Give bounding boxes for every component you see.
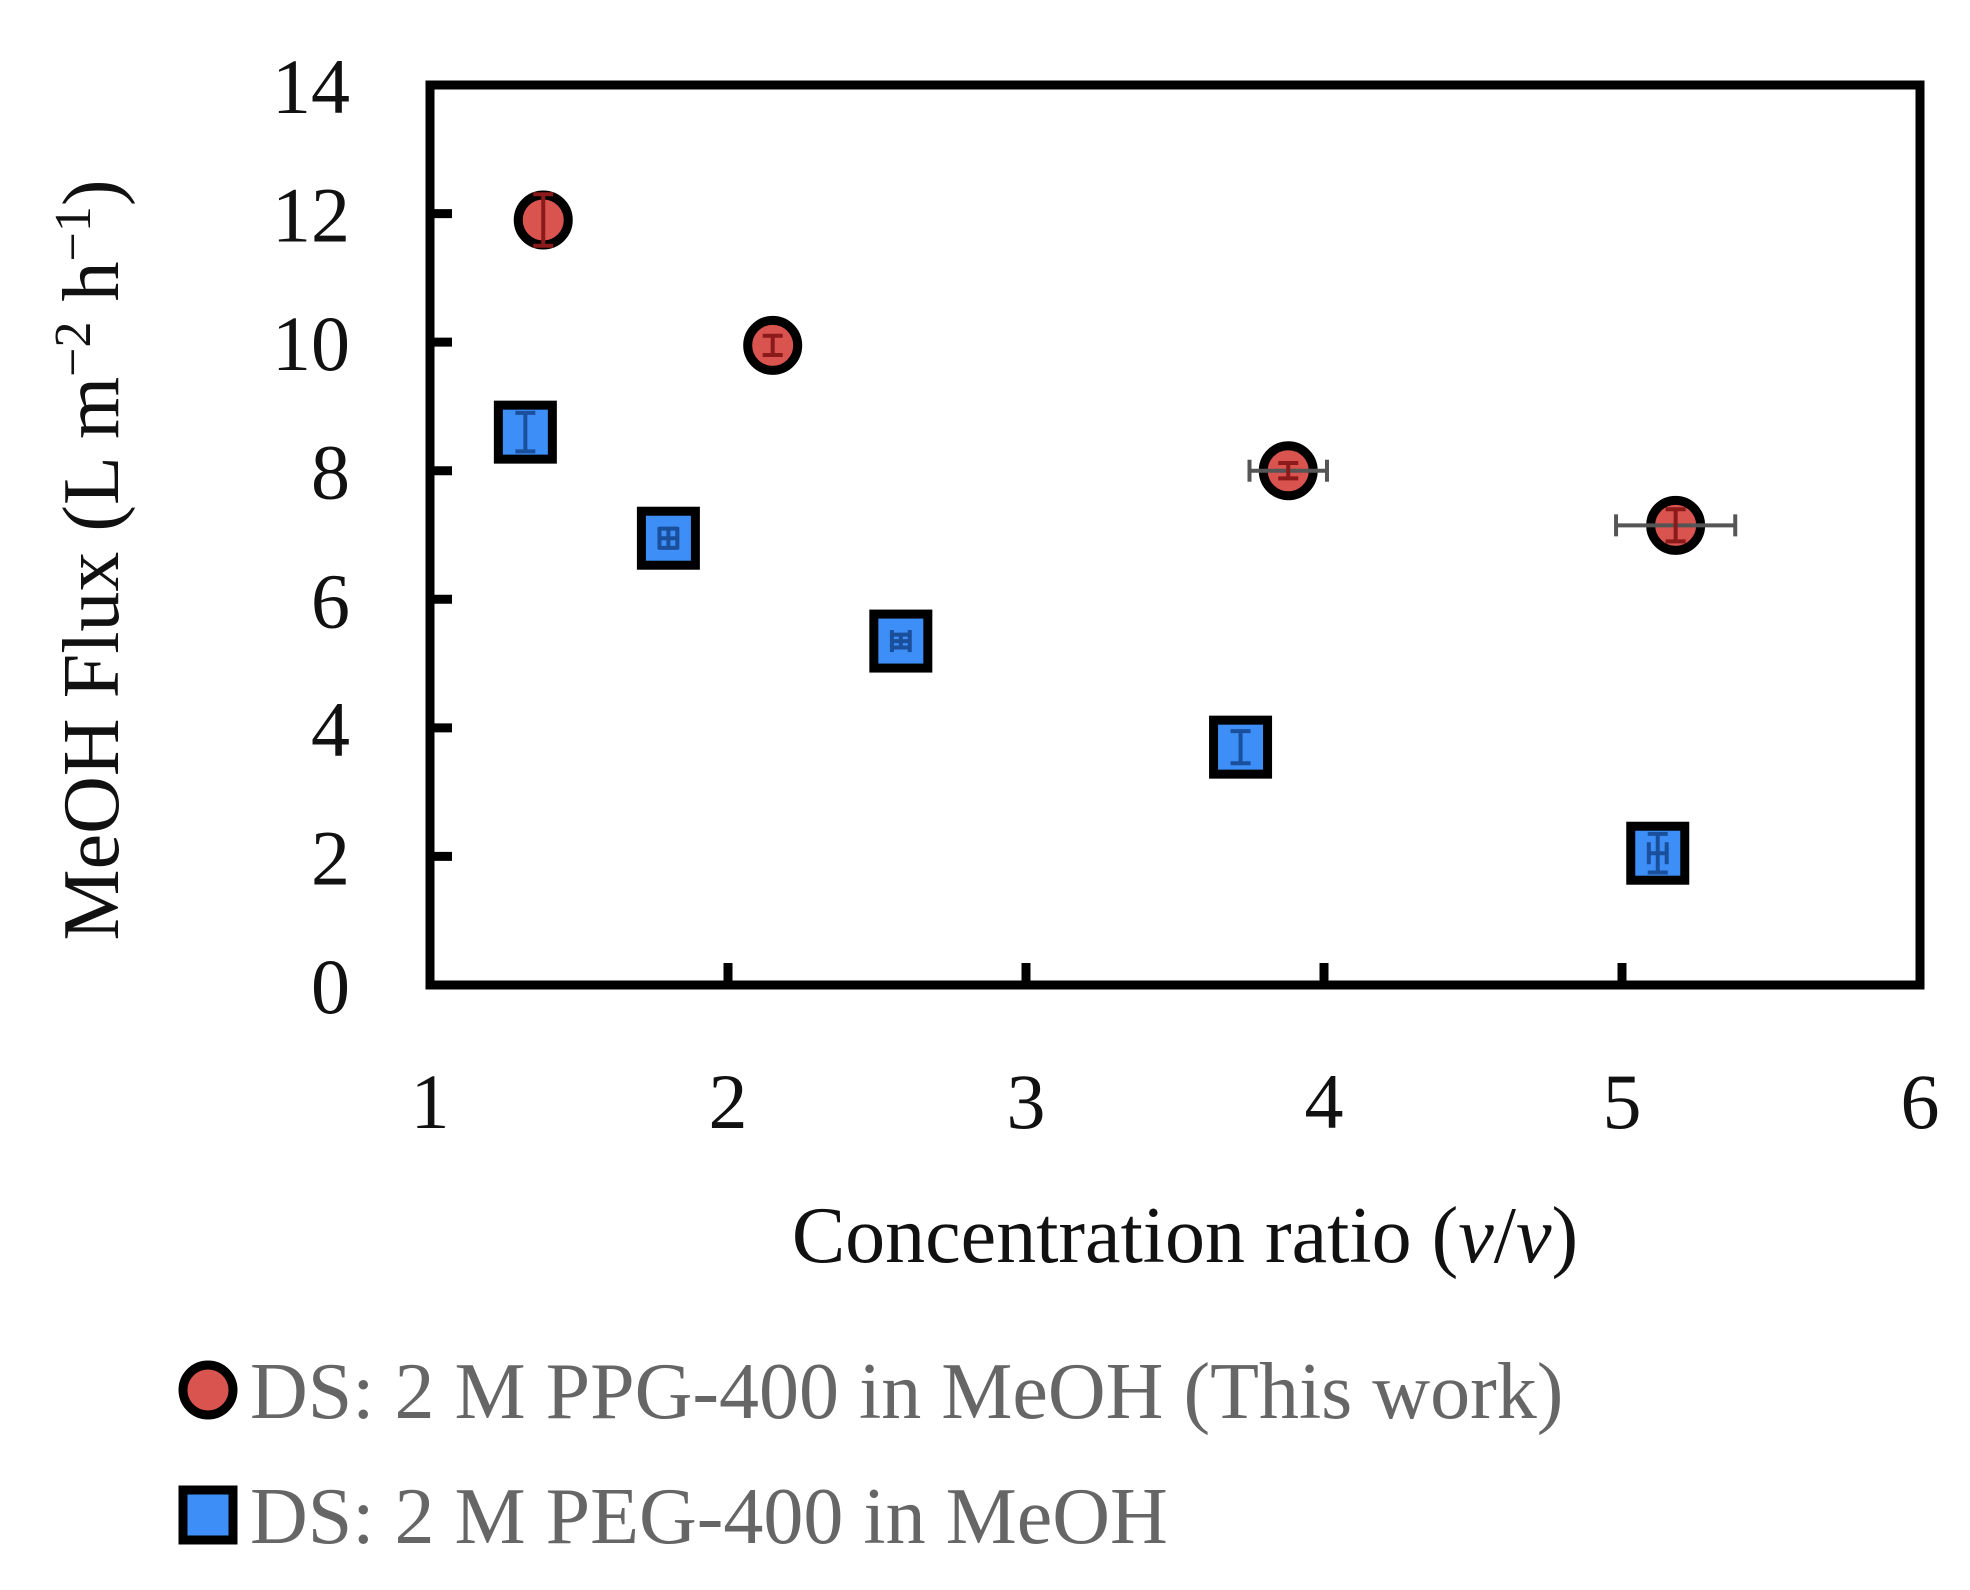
data-point bbox=[493, 400, 557, 464]
series-ppg-400 bbox=[513, 190, 1738, 555]
y-tick-label: 14 bbox=[272, 43, 350, 130]
x-tick-label: 2 bbox=[709, 1058, 748, 1145]
data-point bbox=[1626, 821, 1690, 885]
series-peg-400 bbox=[493, 400, 1690, 885]
y-tick-label: 4 bbox=[311, 686, 350, 773]
x-tick-label: 5 bbox=[1603, 1058, 1642, 1145]
legend-item: DS: 2 M PPG-400 in MeOH (This work) bbox=[178, 1348, 1563, 1436]
data-point bbox=[743, 315, 803, 375]
legend-marker-square bbox=[178, 1485, 238, 1545]
legend-label: DS: 2 M PEG-400 in MeOH bbox=[250, 1473, 1168, 1561]
y-tick-label: 0 bbox=[311, 943, 350, 1030]
y-tick-label: 2 bbox=[311, 814, 350, 901]
data-point bbox=[1209, 715, 1273, 779]
x-tick-label: 4 bbox=[1305, 1058, 1344, 1145]
plot-frame bbox=[425, 80, 1925, 990]
y-tick-label: 6 bbox=[311, 557, 350, 644]
x-tick-label: 3 bbox=[1007, 1058, 1046, 1145]
y-tick-label: 8 bbox=[311, 429, 350, 516]
data-point bbox=[636, 506, 700, 570]
marker-square bbox=[869, 609, 933, 673]
data-points-layer bbox=[493, 190, 1738, 885]
legend-label: DS: 2 M PPG-400 in MeOH (This work) bbox=[250, 1348, 1563, 1436]
legend-marker-circle bbox=[178, 1360, 238, 1420]
marker-square bbox=[636, 506, 700, 570]
data-point bbox=[513, 190, 573, 250]
legend: DS: 2 M PPG-400 in MeOH (This work) DS: 2… bbox=[178, 1348, 1563, 1561]
y-tick-label: 12 bbox=[272, 172, 350, 259]
y-tick-label: 10 bbox=[272, 300, 350, 387]
x-tick-label: 6 bbox=[1901, 1058, 1940, 1145]
data-point bbox=[1614, 495, 1738, 555]
y-axis-title: MeOH Flux (L m−2 h−1) bbox=[45, 180, 137, 941]
x-tick-label: 1 bbox=[411, 1058, 450, 1145]
data-point bbox=[1247, 441, 1329, 501]
axes-layer: Concentration ratio (v/v) MeOH Flux (L m−… bbox=[45, 80, 1925, 1280]
legend-item: DS: 2 M PEG-400 in MeOH bbox=[178, 1473, 1168, 1561]
x-axis-title: Concentration ratio (v/v) bbox=[792, 1192, 1578, 1280]
data-point bbox=[869, 609, 933, 673]
